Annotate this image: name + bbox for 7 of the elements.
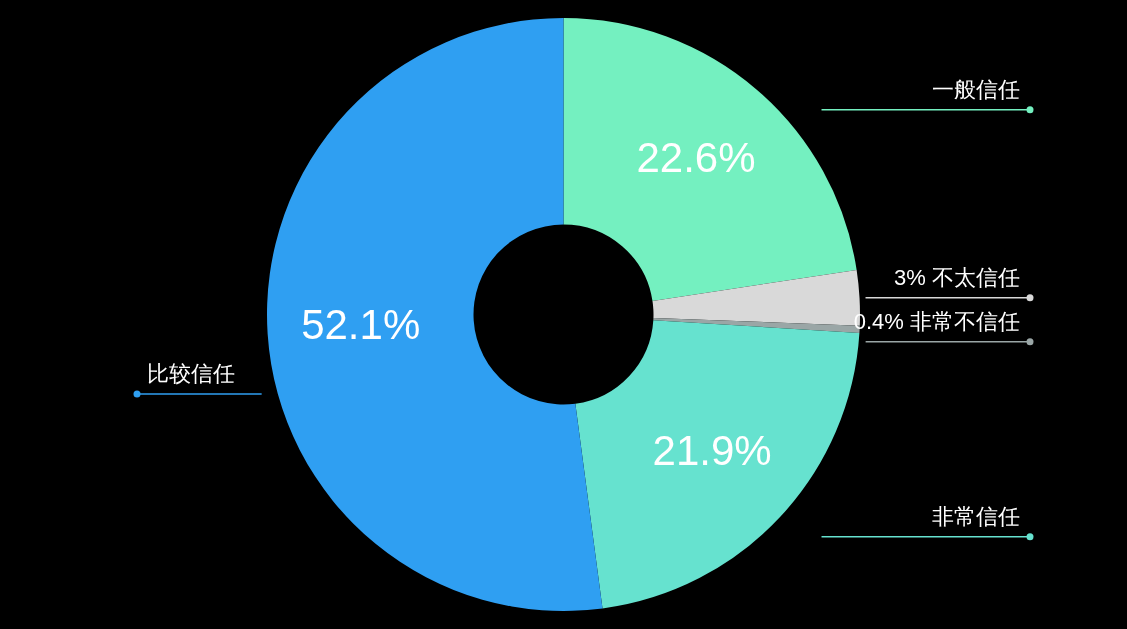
slice-label: 比较信任 [147,361,235,387]
slice-label: 非常信任 [932,503,1020,529]
data-label: 21.9% [652,426,772,474]
slice-label: 3% 不太信任 [894,264,1020,290]
data-label: 22.6% [636,133,756,181]
data-label: 52.1% [301,301,421,349]
slice-label: 一般信任 [932,76,1020,102]
